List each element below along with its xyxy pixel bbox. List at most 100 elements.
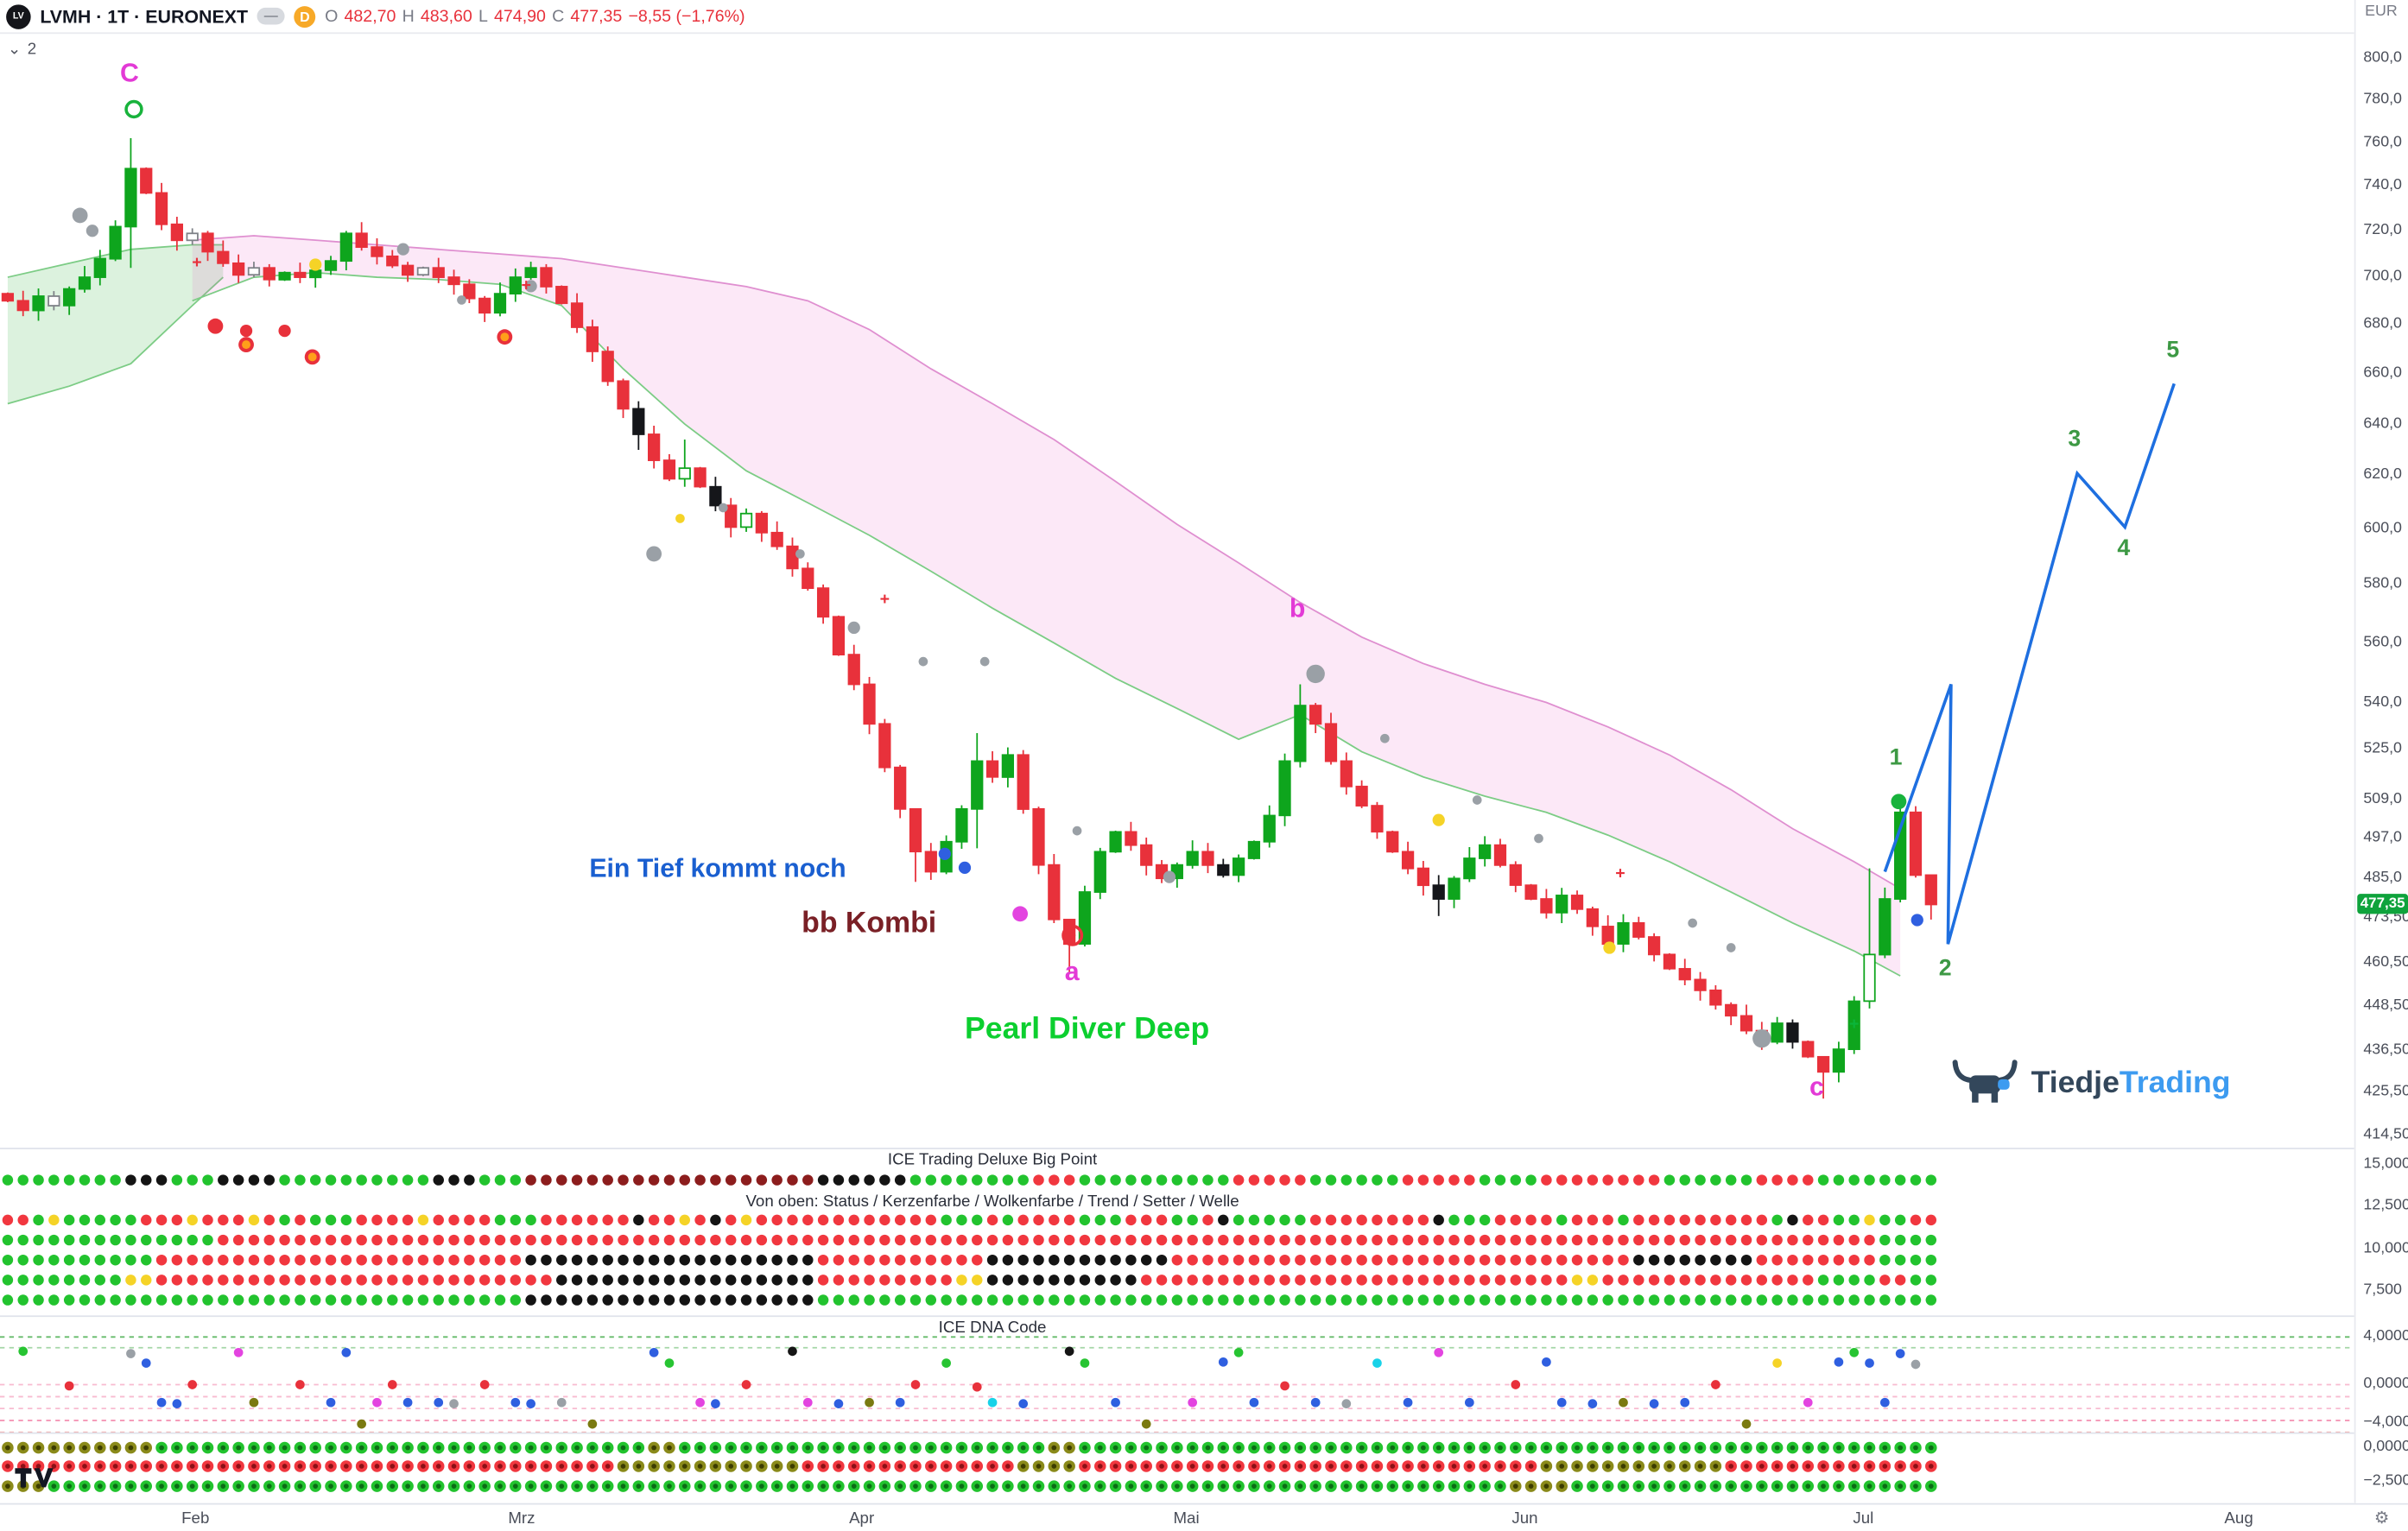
candle[interactable]	[155, 182, 168, 231]
candle[interactable]	[278, 271, 291, 282]
candle[interactable]	[1771, 1016, 1784, 1045]
candle[interactable]	[1909, 806, 1923, 878]
candle[interactable]	[247, 262, 261, 278]
wave-label-4[interactable]: 4	[2117, 535, 2131, 562]
bottom-panel-canvas[interactable]	[0, 1434, 2354, 1503]
candle[interactable]	[1247, 840, 1261, 860]
wave-label-C[interactable]: C	[119, 58, 139, 88]
candle[interactable]	[1109, 830, 1122, 853]
candle[interactable]	[755, 510, 768, 542]
candle[interactable]	[924, 843, 937, 880]
candle[interactable]	[739, 508, 753, 532]
candle[interactable]	[1355, 780, 1368, 808]
candle[interactable]	[985, 751, 999, 783]
candle[interactable]	[186, 228, 199, 245]
candle[interactable]	[140, 167, 153, 194]
candle[interactable]	[1032, 807, 1045, 875]
candle[interactable]	[1847, 996, 1860, 1054]
tradingview-logo[interactable]	[12, 1465, 61, 1490]
candle[interactable]	[1493, 838, 1507, 868]
candle[interactable]	[1017, 750, 1030, 814]
panel-separator[interactable]	[0, 1148, 2408, 1149]
settings-gear-icon[interactable]: ⚙	[2373, 1509, 2390, 1528]
candle[interactable]	[1340, 752, 1353, 795]
wave-label-a[interactable]: a	[1064, 957, 1080, 987]
candle[interactable]	[662, 453, 676, 482]
candle[interactable]	[816, 584, 830, 624]
candle[interactable]	[124, 137, 137, 269]
wave-label-2[interactable]: 2	[1938, 955, 1952, 982]
symbol-logo-icon[interactable]: LV	[6, 3, 31, 28]
candle[interactable]	[570, 293, 584, 333]
candle[interactable]	[1324, 712, 1338, 765]
object-tree-toggle[interactable]: ⌄ 2	[8, 40, 36, 58]
candle[interactable]	[170, 217, 183, 251]
annotation-ein-tief[interactable]: Ein Tief kommt noch	[589, 853, 846, 883]
main-chart-canvas[interactable]: + + + + +	[0, 34, 2354, 1148]
candle[interactable]	[617, 378, 630, 419]
candle[interactable]	[1786, 1019, 1799, 1049]
candle[interactable]	[371, 237, 383, 265]
candle[interactable]	[201, 231, 214, 262]
candle[interactable]	[540, 263, 553, 294]
candle[interactable]	[339, 231, 352, 271]
candle[interactable]	[401, 262, 415, 282]
candle[interactable]	[1140, 837, 1153, 876]
bigpoint-panel-canvas[interactable]	[0, 1149, 2354, 1315]
candle[interactable]	[632, 401, 645, 450]
candle[interactable]	[1217, 858, 1230, 878]
candle[interactable]	[109, 220, 122, 262]
candle[interactable]	[217, 240, 230, 267]
candle[interactable]	[1232, 854, 1245, 883]
dna-panel-title[interactable]: ICE DNA Code	[938, 1318, 1047, 1338]
candle[interactable]	[294, 263, 307, 283]
candle[interactable]	[232, 254, 245, 283]
candle[interactable]	[1294, 684, 1307, 768]
candle[interactable]	[1894, 796, 1907, 902]
wave-label-3[interactable]: 3	[2068, 426, 2082, 452]
candle[interactable]	[1509, 861, 1522, 893]
candle[interactable]	[971, 732, 984, 849]
candle[interactable]	[1632, 916, 1645, 939]
annotation-bb-kombi[interactable]: bb Kombi	[802, 908, 937, 940]
candle[interactable]	[1924, 874, 1937, 920]
candle[interactable]	[1709, 985, 1722, 1010]
candle[interactable]	[78, 266, 92, 293]
dna-panel-canvas[interactable]	[0, 1317, 2354, 1433]
candle[interactable]	[386, 250, 399, 269]
candle[interactable]	[1739, 1004, 1753, 1034]
candle[interactable]	[1278, 753, 1291, 826]
candle[interactable]	[1448, 876, 1461, 908]
candle[interactable]	[847, 644, 860, 691]
candle[interactable]	[1309, 703, 1322, 733]
candle[interactable]	[463, 279, 476, 303]
candle[interactable]	[1540, 889, 1553, 919]
candle[interactable]	[1201, 843, 1214, 874]
candle[interactable]	[355, 222, 368, 251]
candle[interactable]	[432, 257, 445, 283]
candle[interactable]	[1, 292, 15, 302]
candle[interactable]	[1694, 971, 1707, 1001]
chevron-down-icon[interactable]: ⌄	[7, 40, 22, 59]
candle[interactable]	[1186, 840, 1199, 869]
candle[interactable]	[832, 615, 846, 656]
candle[interactable]	[509, 268, 522, 302]
candle[interactable]	[1524, 883, 1537, 901]
candle[interactable]	[1879, 887, 1892, 958]
candle[interactable]	[909, 807, 922, 883]
candle[interactable]	[1371, 801, 1384, 839]
candle[interactable]	[1001, 747, 1015, 788]
candle[interactable]	[1093, 847, 1106, 900]
annotation-pearl-diver[interactable]: Pearl Diver Deep	[965, 1012, 1210, 1047]
candle[interactable]	[955, 805, 968, 849]
candle[interactable]	[1416, 861, 1430, 896]
candle[interactable]	[1570, 890, 1584, 914]
candle[interactable]	[1556, 888, 1568, 924]
candle[interactable]	[324, 256, 338, 275]
candle[interactable]	[601, 346, 614, 386]
candle[interactable]	[1263, 805, 1276, 848]
candle[interactable]	[263, 263, 276, 287]
price-axis[interactable]: 800,0 780,0 760,0 740,0 720,0 700,0 680,0 660,0…	[2354, 0, 2408, 1503]
candle[interactable]	[586, 319, 599, 363]
candle[interactable]	[1863, 868, 1876, 1009]
